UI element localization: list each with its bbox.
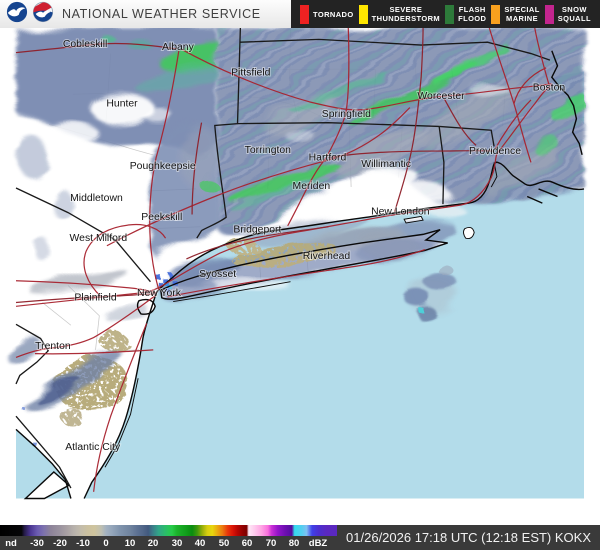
fishers-island: [404, 216, 424, 224]
city-labels: Cobleskill Albany Pittsfield Hunter Worc…: [34, 38, 566, 454]
city-label: Albany: [162, 42, 195, 53]
legend-item-severe-thunderstorm: SEVERE THUNDERSTORM: [358, 4, 440, 24]
city-label: Syosset: [199, 269, 236, 280]
legend-item-flash-flood: FLASH FLOOD: [445, 4, 486, 24]
scale-tick: 40: [194, 538, 206, 549]
severe-thunderstorm-swatch: [358, 4, 368, 24]
city-label: Hunter: [106, 99, 138, 110]
city-label: Plainfield: [74, 293, 116, 304]
city-label: Cobleskill: [63, 39, 108, 50]
scale-tick: -20: [53, 538, 67, 549]
city-label: Meriden: [293, 181, 331, 192]
special-marine-swatch: [491, 4, 501, 24]
warning-legend: TORNADO SEVERE THUNDERSTORM FLASH FLOOD …: [291, 0, 600, 28]
agency-title: NATIONAL WEATHER SERVICE: [62, 7, 261, 21]
city-label: Worcester: [417, 91, 465, 102]
reflectivity-scale: [0, 525, 337, 536]
city-label: Springfield: [322, 109, 371, 120]
legend-item-snow-squall: SNOW SQUALL: [544, 4, 591, 24]
scale-tick: 50: [218, 538, 230, 549]
city-label: West Milford: [70, 233, 128, 244]
noaa-logo: [6, 1, 28, 28]
scale-tick: 0: [103, 538, 109, 549]
scale-tick: 80: [288, 538, 300, 549]
header-bar: NATIONAL WEATHER SERVICE TORNADO SEVERE …: [0, 0, 600, 28]
scale-tick: dBZ: [308, 538, 328, 549]
status-bar: nd -30 -20 -10 0 10 20 30 40 50 60 70 80…: [0, 525, 600, 550]
city-label: Pittsfield: [231, 67, 271, 78]
scale-tick: 10: [124, 538, 136, 549]
city-label: New York: [137, 288, 182, 299]
city-label: Trenton: [35, 341, 71, 352]
city-label: Atlantic City: [65, 442, 121, 453]
flash-flood-swatch: [445, 4, 455, 24]
roads-layer: [15, 28, 553, 492]
city-label: Willimantic: [361, 159, 411, 170]
snow-squall-swatch: [544, 4, 554, 24]
timestamp: 01/26/2026 17:18 UTC (12:18 EST) KOKX: [346, 530, 591, 545]
nws-logo: [32, 1, 54, 28]
tornado-swatch: [300, 4, 310, 24]
scale-tick: 20: [147, 538, 159, 549]
city-label: Bridgeport: [233, 224, 281, 235]
radar-map[interactable]: Cobleskill Albany Pittsfield Hunter Worc…: [0, 28, 600, 525]
coastline-layer: [15, 50, 585, 500]
scale-tick: 60: [241, 538, 253, 549]
city-label: Riverhead: [303, 251, 351, 262]
scale-tick: 30: [171, 538, 183, 549]
state-borders: [15, 28, 551, 489]
scale-tick: -10: [76, 538, 90, 549]
city-label: New London: [371, 206, 430, 217]
scale-tick: nd: [5, 538, 17, 549]
cape-may: [25, 471, 70, 499]
city-label: Poughkeepsie: [130, 161, 196, 172]
block-island: [463, 227, 475, 239]
city-label: Hartford: [309, 153, 347, 164]
legend-item-tornado: TORNADO: [300, 4, 354, 24]
offshore-precip: [404, 263, 458, 322]
legend-item-special-marine: SPECIAL MARINE: [491, 4, 539, 24]
city-label: Providence: [469, 146, 521, 157]
scale-tick: -30: [30, 538, 44, 549]
city-label: Peekskill: [141, 212, 182, 223]
city-label: Torrington: [245, 145, 291, 156]
city-label: Boston: [533, 82, 566, 93]
header-branding: NATIONAL WEATHER SERVICE: [0, 0, 291, 28]
scale-tick: 70: [265, 538, 277, 549]
city-label: Middletown: [70, 193, 123, 204]
